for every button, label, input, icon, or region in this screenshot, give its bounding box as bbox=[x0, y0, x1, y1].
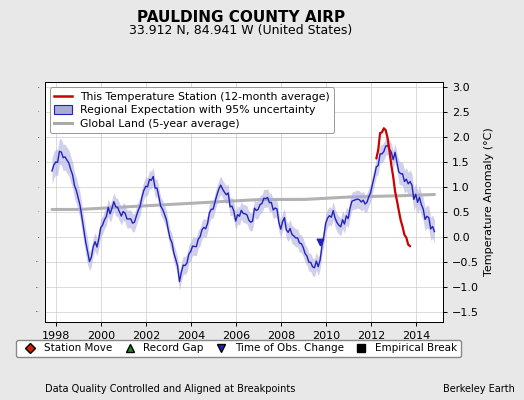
Y-axis label: Temperature Anomaly (°C): Temperature Anomaly (°C) bbox=[484, 128, 494, 276]
Text: Data Quality Controlled and Aligned at Breakpoints: Data Quality Controlled and Aligned at B… bbox=[45, 384, 295, 394]
Text: Berkeley Earth: Berkeley Earth bbox=[443, 384, 515, 394]
Text: PAULDING COUNTY AIRP: PAULDING COUNTY AIRP bbox=[137, 10, 345, 25]
Point bbox=[316, 239, 324, 245]
Text: 33.912 N, 84.941 W (United States): 33.912 N, 84.941 W (United States) bbox=[129, 24, 353, 37]
Legend: This Temperature Station (12-month average), Regional Expectation with 95% uncer: This Temperature Station (12-month avera… bbox=[50, 88, 334, 133]
Legend: Station Move, Record Gap, Time of Obs. Change, Empirical Break: Station Move, Record Gap, Time of Obs. C… bbox=[16, 340, 461, 357]
